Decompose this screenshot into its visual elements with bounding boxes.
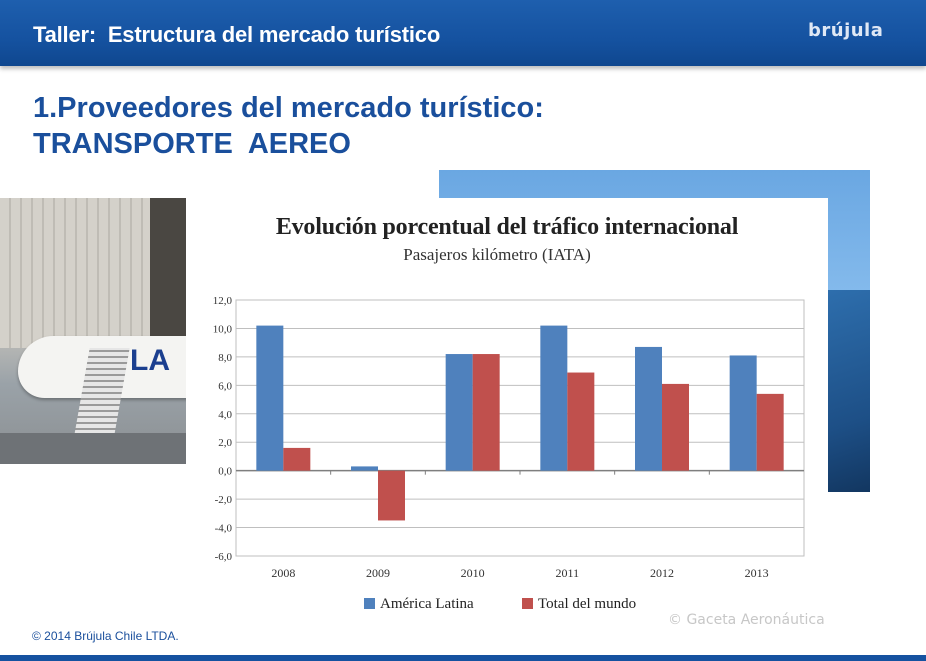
x-category-label: 2008 bbox=[271, 566, 295, 580]
chart-subtitle: Pasajeros kilómetro (IATA) bbox=[403, 245, 591, 264]
bar-total-mundo-2012 bbox=[662, 383, 689, 471]
y-tick-label: 2,0 bbox=[218, 437, 232, 449]
y-tick-label: 8,0 bbox=[218, 352, 232, 364]
hangar-door bbox=[150, 198, 186, 348]
bar-chart: 12,0 10,0 8,0 6,0 4,0 2,0 0,0 -2,0 -4,0 -6,0 2008 2… bbox=[213, 295, 805, 580]
y-tick-label: -2,0 bbox=[215, 494, 233, 506]
y-tick-label: 10,0 bbox=[213, 323, 233, 335]
footer-copyright: © 2014 Brújula Chile LTDA. bbox=[32, 629, 179, 643]
bar-america-latina-2008 bbox=[256, 325, 284, 471]
bar-america-latina-2010 bbox=[445, 354, 473, 471]
legend-swatch-total-mundo bbox=[522, 598, 533, 609]
bar-america-latina-2013 bbox=[729, 355, 757, 471]
x-category-label: 2010 bbox=[461, 566, 485, 580]
x-category-label: 2011 bbox=[556, 566, 580, 580]
airplane-photo-left: LA bbox=[0, 198, 186, 464]
bar-total-mundo-2011 bbox=[567, 372, 595, 471]
legend-item-total-mundo: Total del mundo bbox=[522, 596, 636, 613]
bar-total-mundo-2008 bbox=[283, 447, 311, 471]
slide-title: 1.Proveedores del mercado turístico: TRA… bbox=[33, 90, 544, 162]
header-title: Taller: Estructura del mercado turístico bbox=[33, 22, 441, 47]
legend-item-america-latina: América Latina bbox=[364, 596, 474, 613]
chart-title: Evolución porcentual del tráfico interna… bbox=[275, 214, 739, 240]
chart-card: Evolución porcentual del tráfico interna… bbox=[186, 198, 828, 620]
x-category-label: 2012 bbox=[650, 566, 674, 580]
bar-america-latina-2009 bbox=[351, 466, 378, 471]
legend-swatch-america-latina bbox=[364, 598, 375, 609]
header-bar: Taller: Estructura del mercado turístico… bbox=[0, 0, 926, 66]
slide-title-line1: 1.Proveedores del mercado turístico: bbox=[33, 92, 544, 124]
airline-lettering: LA bbox=[130, 344, 170, 377]
brujula-logo: brújula bbox=[808, 20, 884, 41]
y-tick-label: 4,0 bbox=[218, 409, 232, 421]
legend-label-total-mundo: Total del mundo bbox=[538, 596, 637, 612]
slide-title-line2: TRANSPORTE AEREO bbox=[33, 128, 351, 160]
watermark: © Gaceta Aeronáutica bbox=[668, 612, 825, 628]
y-tick-label: 0,0 bbox=[218, 466, 232, 478]
tarmac bbox=[0, 433, 186, 464]
bar-total-mundo-2010 bbox=[472, 354, 500, 471]
plot-area bbox=[235, 299, 805, 557]
y-tick-label: 12,0 bbox=[213, 295, 233, 307]
bar-america-latina-2011 bbox=[540, 325, 568, 471]
x-category-label: 2009 bbox=[366, 566, 390, 580]
bar-total-mundo-2013 bbox=[756, 393, 784, 471]
y-tick-label: 6,0 bbox=[218, 380, 232, 392]
legend-label-america-latina: América Latina bbox=[380, 596, 474, 612]
y-tick-label: -6,0 bbox=[215, 551, 233, 563]
footer-bar bbox=[0, 655, 926, 661]
bar-total-mundo-2009 bbox=[378, 470, 405, 521]
y-tick-label: -4,0 bbox=[215, 523, 233, 535]
bar-america-latina-2012 bbox=[635, 346, 662, 471]
x-category-label: 2013 bbox=[745, 566, 769, 580]
